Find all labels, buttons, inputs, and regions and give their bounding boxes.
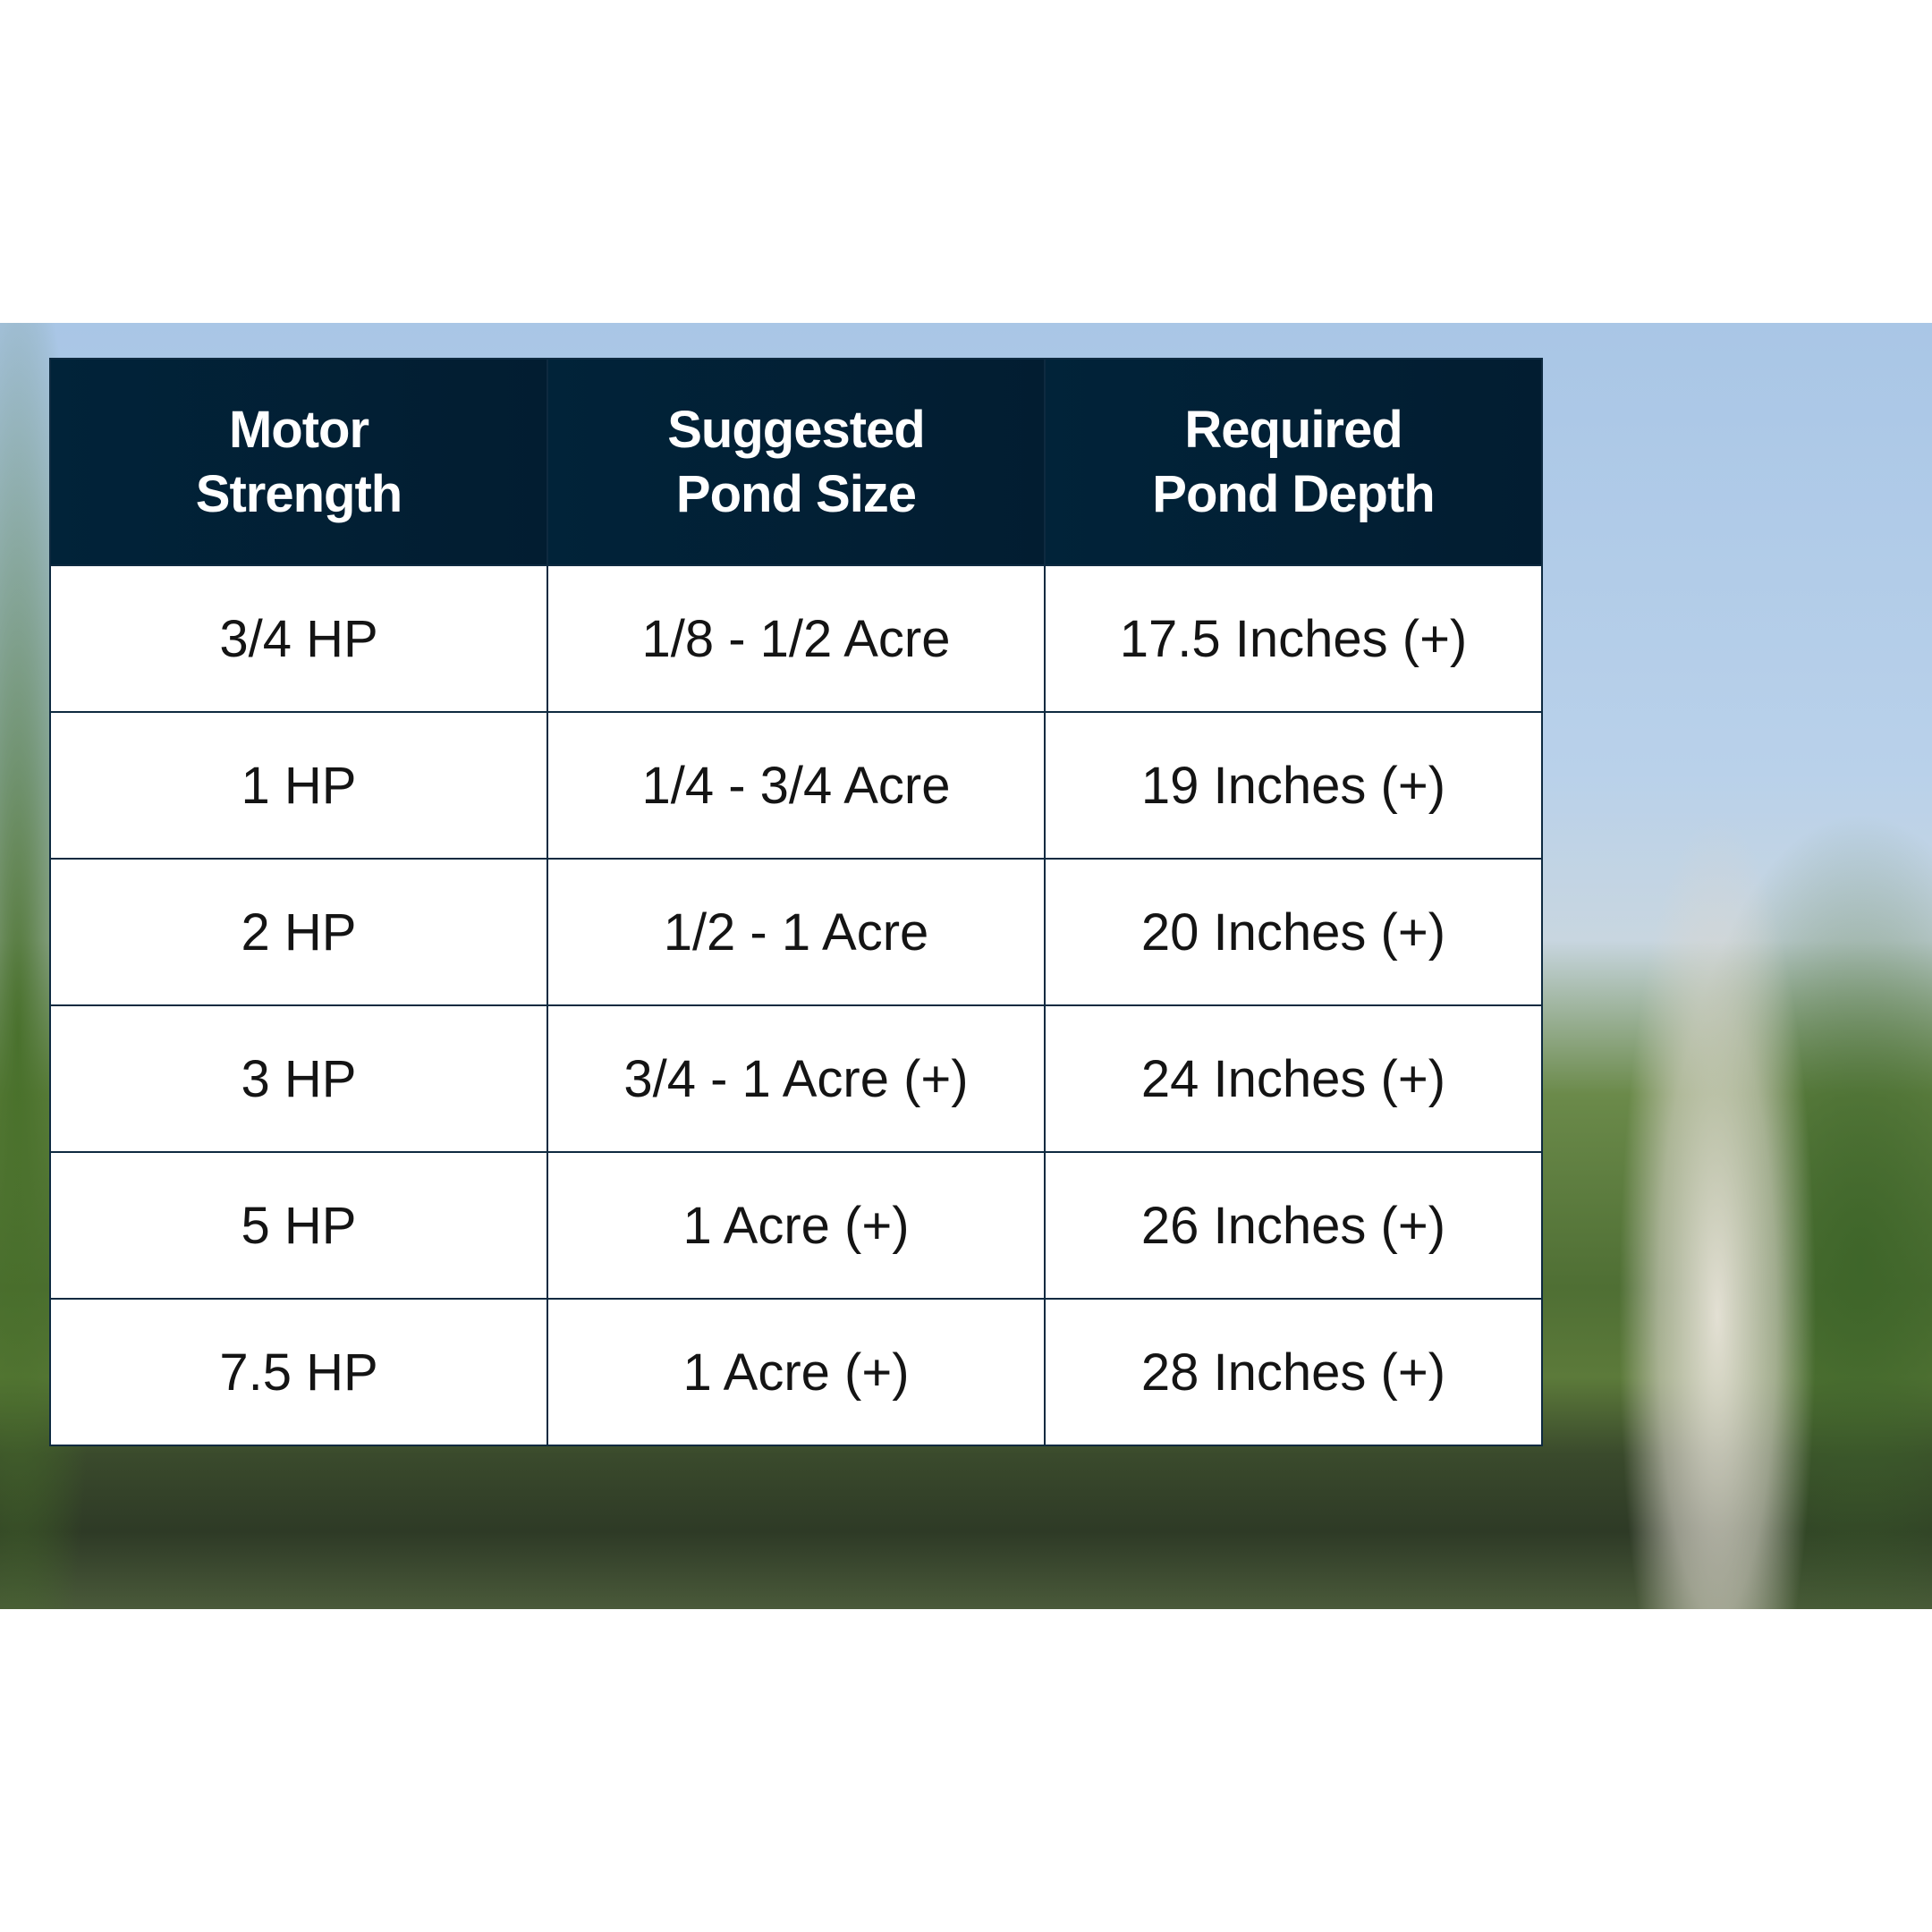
header-line: Pond Depth (1152, 464, 1435, 523)
cell-suggested-pond-size: 1/4 - 3/4 Acre (547, 711, 1046, 860)
table-header-row: Motor Strength Suggested Pond Size Required P… (49, 358, 1543, 566)
cell-required-pond-depth: 26 Inches (+) (1044, 1151, 1543, 1300)
cell-suggested-pond-size: 1 Acre (+) (547, 1151, 1046, 1300)
motor-pond-size-table: Motor Strength Suggested Pond Size Required P… (49, 358, 1543, 1446)
table-row: 5 HP 1 Acre (+) 26 Inches (+) (49, 1151, 1543, 1300)
cell-required-pond-depth: 17.5 Inches (+) (1044, 564, 1543, 713)
cell-motor-strength: 5 HP (49, 1151, 548, 1300)
cell-suggested-pond-size: 1/8 - 1/2 Acre (547, 564, 1046, 713)
header-line: Motor (228, 400, 369, 459)
cell-motor-strength: 3/4 HP (49, 564, 548, 713)
table-row: 1 HP 1/4 - 3/4 Acre 19 Inches (+) (49, 711, 1543, 860)
cell-motor-strength: 7.5 HP (49, 1298, 548, 1446)
cell-required-pond-depth: 19 Inches (+) (1044, 711, 1543, 860)
table-row: 3/4 HP 1/8 - 1/2 Acre 17.5 Inches (+) (49, 564, 1543, 713)
header-line: Required (1184, 400, 1402, 459)
cell-suggested-pond-size: 3/4 - 1 Acre (+) (547, 1004, 1046, 1153)
cell-motor-strength: 2 HP (49, 858, 548, 1006)
column-header-suggested-pond-size: Suggested Pond Size (547, 358, 1046, 566)
header-line: Strength (195, 464, 402, 523)
cell-suggested-pond-size: 1 Acre (+) (547, 1298, 1046, 1446)
cell-required-pond-depth: 20 Inches (+) (1044, 858, 1543, 1006)
header-line: Suggested (667, 400, 926, 459)
column-header-motor-strength: Motor Strength (49, 358, 548, 566)
cell-required-pond-depth: 28 Inches (+) (1044, 1298, 1543, 1446)
table-row: 7.5 HP 1 Acre (+) 28 Inches (+) (49, 1298, 1543, 1446)
table-row: 3 HP 3/4 - 1 Acre (+) 24 Inches (+) (49, 1004, 1543, 1153)
table-row: 2 HP 1/2 - 1 Acre 20 Inches (+) (49, 858, 1543, 1006)
cell-motor-strength: 1 HP (49, 711, 548, 860)
cell-suggested-pond-size: 1/2 - 1 Acre (547, 858, 1046, 1006)
column-header-required-pond-depth: Required Pond Depth (1044, 358, 1543, 566)
cell-motor-strength: 3 HP (49, 1004, 548, 1153)
header-line: Pond Size (675, 464, 917, 523)
cell-required-pond-depth: 24 Inches (+) (1044, 1004, 1543, 1153)
